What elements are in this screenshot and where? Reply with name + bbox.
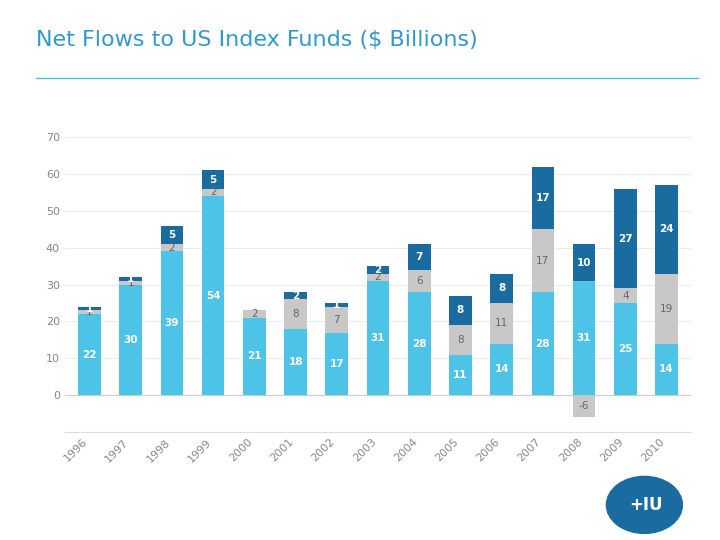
Text: 24: 24 [660,224,674,234]
Text: 4: 4 [622,291,629,301]
Text: 31: 31 [577,333,591,343]
Bar [531,292,554,395]
Bar [325,307,348,333]
Text: 31: 31 [371,333,385,343]
Text: 2: 2 [374,265,382,275]
Bar [408,270,431,292]
Bar [655,274,678,343]
Text: -6: -6 [579,401,589,411]
Text: 2: 2 [168,243,175,253]
Text: 14: 14 [495,364,509,374]
Bar [408,292,431,395]
Text: 8: 8 [498,284,505,293]
Bar [202,196,225,395]
Text: Net Flows to US Index Funds ($ Billions): Net Flows to US Index Funds ($ Billions) [36,30,478,50]
Bar [449,296,472,325]
Text: 2: 2 [251,309,258,319]
Bar [78,314,101,395]
Text: 17: 17 [330,359,344,369]
Bar [490,303,513,343]
Text: 5: 5 [168,230,176,240]
Text: 8: 8 [292,309,299,319]
Text: 30: 30 [124,335,138,345]
Legend: Domestic Equity, Global/International Equity, Bond and Hybrid: Domestic Equity, Global/International Eq… [85,535,521,540]
Bar [572,244,595,281]
Bar [408,244,431,270]
Text: 6: 6 [416,276,423,286]
Text: 1: 1 [86,303,93,314]
Text: 1: 1 [127,278,134,288]
Bar [531,167,554,229]
Bar [202,189,225,196]
Text: 5: 5 [210,174,217,185]
Text: 27: 27 [618,234,633,244]
Bar [120,281,142,285]
Text: 2: 2 [292,291,300,301]
Bar [161,252,184,395]
Bar [449,325,472,355]
Circle shape [606,476,683,534]
Text: 54: 54 [206,291,220,301]
Text: 25: 25 [618,344,632,354]
Bar [202,171,225,189]
Bar [325,333,348,395]
Bar [366,281,390,395]
Text: 11: 11 [495,318,508,328]
Bar [243,310,266,318]
Bar [614,288,636,303]
Bar [366,266,390,274]
Bar [78,310,101,314]
Bar [243,318,266,395]
Bar [614,189,636,288]
Text: 7: 7 [415,252,423,262]
Bar [490,343,513,395]
Text: 8: 8 [457,335,464,345]
Bar [614,303,636,395]
Bar [284,329,307,395]
Bar [284,292,307,299]
Text: 28: 28 [536,339,550,348]
Bar [325,303,348,307]
Text: 2: 2 [210,187,217,198]
Bar [655,343,678,395]
Bar [366,274,390,281]
Bar [449,355,472,395]
Text: 10: 10 [577,258,591,267]
Text: 21: 21 [247,352,261,361]
Text: 1: 1 [86,307,93,317]
Text: 28: 28 [412,339,426,348]
Bar [572,395,595,417]
Bar [490,274,513,303]
Text: 11: 11 [453,370,468,380]
Text: +IU: +IU [629,496,662,514]
Text: 18: 18 [288,357,303,367]
Text: 1: 1 [333,300,341,310]
Bar [120,285,142,395]
Bar [120,277,142,281]
Bar [655,185,678,274]
Bar [531,230,554,292]
Text: 8: 8 [456,306,464,315]
Bar [78,307,101,310]
Bar [161,226,184,244]
Text: 19: 19 [660,303,673,314]
Bar [572,281,595,395]
Text: 2: 2 [374,272,382,282]
Text: 17: 17 [536,255,549,266]
Text: 17: 17 [536,193,550,203]
Text: 22: 22 [82,349,96,360]
Text: 7: 7 [333,315,340,325]
Bar [161,244,184,252]
Text: 1: 1 [127,274,135,284]
Text: 14: 14 [660,364,674,374]
Bar [284,299,307,329]
Text: 39: 39 [165,318,179,328]
